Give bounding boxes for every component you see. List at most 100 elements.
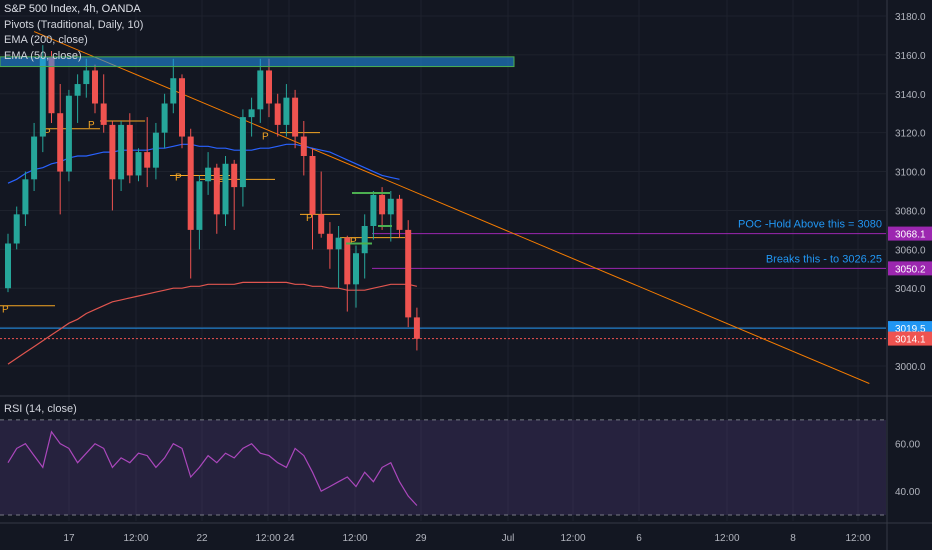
ema50-line <box>7 143 400 184</box>
drawings[interactable] <box>0 56 515 245</box>
candle-body <box>48 56 55 114</box>
candle-body <box>196 181 203 230</box>
legend: S&P 500 Index, 4h, OANDA Pivots (Traditi… <box>4 2 143 64</box>
candle-body <box>257 70 264 110</box>
candle-body <box>231 163 238 188</box>
pivot-marker: P <box>306 213 313 224</box>
candle-body <box>353 253 359 285</box>
x-tick-label: 12:00 <box>714 533 739 544</box>
candle-body <box>335 237 342 250</box>
indicator-ema50[interactable]: EMA (50, close) <box>4 49 82 62</box>
x-tick-label: 22 <box>196 533 208 544</box>
candle-body <box>83 70 90 85</box>
pivot-marker: P <box>350 237 357 248</box>
x-tick-label: 12:00 <box>845 533 870 544</box>
candle-body <box>266 70 272 104</box>
candle-body <box>118 124 125 180</box>
candle-body <box>13 214 20 244</box>
rsi-label[interactable]: RSI (14, close) <box>4 403 77 415</box>
y-tick-label: 3100.0 <box>895 168 926 179</box>
candle-body <box>179 78 185 137</box>
candle-body <box>22 179 29 215</box>
candle-body <box>5 243 11 289</box>
candle-body <box>57 113 64 172</box>
candles <box>5 45 420 351</box>
x-tick-label: 12:00 <box>123 533 148 544</box>
y-tick-label: 3120.0 <box>895 129 926 140</box>
candle-body <box>361 226 368 254</box>
candle-body <box>126 124 133 176</box>
chart-title: S&P 500 Index, 4h, OANDA <box>4 3 141 15</box>
price-label: 3050.2 <box>895 264 926 275</box>
y-tick-label: 3060.0 <box>895 245 926 256</box>
indicator-pivots[interactable]: Pivots (Traditional, Daily, 10) <box>4 18 144 31</box>
candle-body <box>39 56 46 137</box>
indicator-ema200[interactable]: EMA (200, close) <box>4 34 88 46</box>
pivot-marker: P <box>175 172 182 183</box>
candle-body <box>205 167 212 182</box>
candle-body <box>396 198 403 230</box>
candle-body <box>144 152 151 168</box>
candle-body <box>222 163 229 215</box>
ema200-line <box>7 281 418 365</box>
pivot-marker: P <box>2 305 9 316</box>
y-tick-label: 3040.0 <box>895 284 926 295</box>
candle-body <box>135 152 142 176</box>
candle-body <box>274 103 281 125</box>
ema-lines <box>7 143 418 365</box>
price-label-bg <box>888 261 932 276</box>
x-tick-label: 6 <box>636 533 642 544</box>
y-tick-label: 3000.0 <box>895 362 926 373</box>
candle-body <box>92 70 98 104</box>
x-tick-label: 12:00 <box>342 533 367 544</box>
pivot-marker: P <box>218 176 225 187</box>
poc-annotation: POC -Hold Above this = 3080 <box>738 219 882 231</box>
candle-body <box>379 194 386 215</box>
candle-body <box>213 167 220 215</box>
pivot-marker: P <box>262 132 269 143</box>
pivot-levels: P P P P P P P P <box>0 120 405 316</box>
x-tick-label: 24 <box>283 533 295 544</box>
annotations: POC -Hold Above this = 3080 Breaks this -… <box>738 219 882 266</box>
candle-body <box>292 97 299 137</box>
candle-body <box>161 103 168 133</box>
rsi-tick-label: 40.00 <box>895 487 920 498</box>
candle-body <box>300 136 307 156</box>
price-label: 3068.1 <box>895 230 926 241</box>
candle-body <box>318 214 325 234</box>
descending-trendline <box>33 31 870 384</box>
trendline[interactable] <box>33 31 870 384</box>
price-label-bg <box>888 226 932 241</box>
rsi-tick-label: 60.00 <box>895 440 920 451</box>
candle-body <box>283 97 290 125</box>
price-label: 3019.5 <box>895 324 926 335</box>
x-tick-label: 17 <box>63 533 75 544</box>
candle-body <box>170 78 177 104</box>
x-tick-label: Jul <box>502 533 515 544</box>
breaks-annotation: Breaks this - to 3026.25 <box>766 253 882 265</box>
candle-body <box>152 132 159 168</box>
candle-body <box>74 84 81 96</box>
candle-body <box>187 136 194 230</box>
candle-body <box>309 156 316 215</box>
rsi-line <box>7 430 418 506</box>
pivot-marker: P <box>88 120 95 131</box>
candle-body <box>65 95 72 172</box>
candle-body <box>326 233 333 250</box>
y-tick-label: 3180.0 <box>895 12 926 23</box>
candle-body <box>31 136 38 180</box>
y-tick-label: 3160.0 <box>895 51 926 62</box>
resistance-box <box>0 56 515 68</box>
y-tick-label: 3080.0 <box>895 206 926 217</box>
x-tick-label: 12:00 <box>560 533 585 544</box>
price-label: 3014.1 <box>895 335 926 346</box>
candle-body <box>344 237 351 285</box>
candle-body <box>248 109 255 118</box>
candle-body <box>100 103 107 125</box>
candle-body <box>405 229 412 318</box>
candle-body <box>239 117 246 188</box>
x-tick-label: 8 <box>790 533 796 544</box>
rsi-band-fill <box>0 419 886 515</box>
